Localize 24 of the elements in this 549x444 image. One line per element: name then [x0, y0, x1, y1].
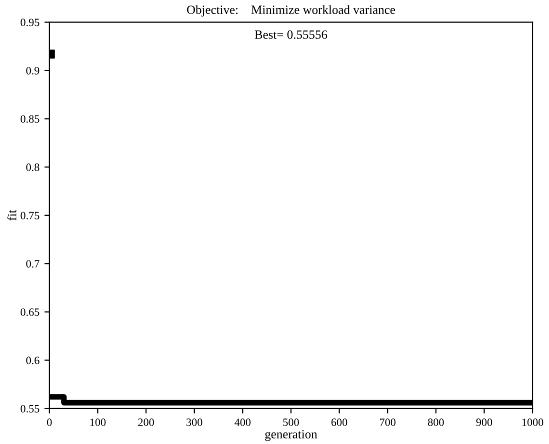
x-tick-label: 800 — [428, 418, 444, 426]
y-tick-label: 0.55 — [20, 404, 40, 412]
chart-title: Objective: Minimize workload variance — [187, 5, 396, 17]
x-tick-label: 700 — [380, 418, 396, 426]
x-tick-label: 300 — [186, 418, 202, 426]
x-tick-label: 100 — [90, 418, 106, 426]
x-tick-label: 900 — [476, 418, 492, 426]
y-tick-label: 0.65 — [20, 308, 40, 316]
x-tick-label: 500 — [283, 418, 299, 426]
y-tick-label: 0.95 — [20, 18, 40, 26]
x-tick-label: 600 — [331, 418, 348, 426]
y-tick-label: 0.7 — [26, 260, 40, 268]
y-axis-title: fit — [7, 210, 16, 221]
y-tick-label: 0.9 — [26, 66, 40, 74]
x-tick-label: 400 — [234, 418, 251, 426]
x-tick-label: 0 — [47, 418, 52, 426]
annotation: Best= 0.55556 — [254, 30, 328, 39]
y-tick-label: 0.85 — [20, 115, 40, 123]
x-axis-title: generation — [265, 430, 318, 442]
x-tick-label: 1000 — [522, 418, 544, 426]
x-tick-label: 200 — [138, 418, 154, 426]
y-tick-label: 0.6 — [26, 356, 40, 364]
y-tick-label: 0.8 — [26, 164, 40, 172]
y-tick-label: 0.75 — [20, 212, 40, 220]
